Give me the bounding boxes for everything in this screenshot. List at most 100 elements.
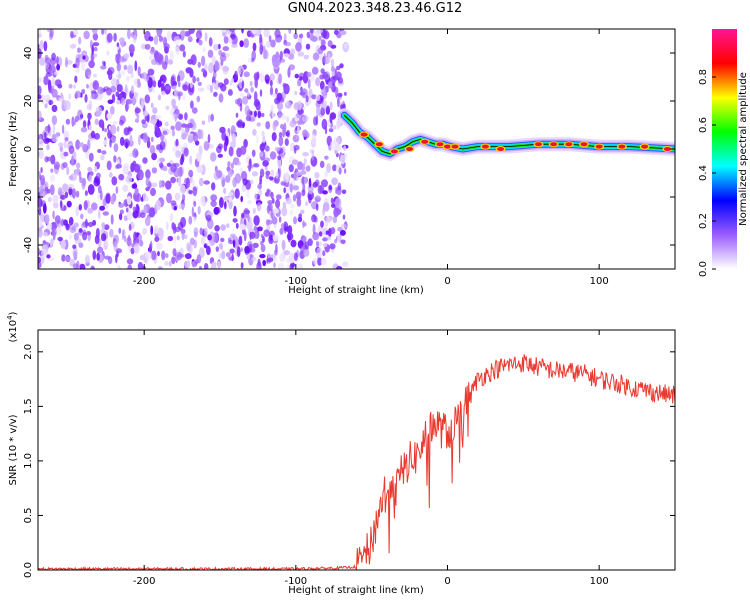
noise-speckle [262, 49, 267, 60]
noise-speckle [311, 66, 319, 75]
noise-speckle [252, 42, 257, 52]
noise-speckle [322, 99, 328, 109]
noise-speckle [160, 134, 165, 142]
noise-speckle [173, 206, 177, 211]
noise-speckle [170, 200, 177, 207]
noise-speckle [289, 183, 293, 193]
noise-speckle [101, 122, 105, 132]
noise-speckle [193, 200, 197, 207]
noise-speckle [322, 190, 328, 195]
noise-speckle [85, 231, 92, 236]
noise-speckle [103, 61, 106, 67]
noise-speckle [171, 129, 175, 137]
noise-speckle [177, 253, 185, 258]
noise-speckle [170, 75, 176, 87]
noise-speckle [300, 209, 305, 215]
noise-speckle [151, 167, 158, 174]
ridge-hotspot [481, 144, 489, 149]
noise-speckle [252, 128, 257, 136]
y-tick-label: -40 [23, 237, 34, 253]
noise-speckle [305, 95, 309, 103]
noise-speckle [306, 31, 311, 39]
y-tick-label: 2.0 [23, 344, 34, 360]
noise-speckle [270, 208, 274, 220]
noise-speckle [234, 98, 241, 105]
noise-speckle [278, 135, 284, 147]
noise-speckle [312, 52, 320, 61]
noise-speckle [197, 61, 201, 68]
noise-speckle [247, 214, 250, 222]
noise-speckle [113, 143, 119, 153]
noise-speckle [324, 171, 328, 178]
noise-speckle [169, 50, 174, 61]
noise-speckle [87, 221, 94, 228]
noise-speckle [164, 261, 169, 266]
noise-speckle [322, 237, 328, 242]
noise-speckle [38, 33, 42, 38]
noise-speckle [204, 263, 209, 269]
noise-speckle [127, 29, 131, 40]
noise-speckle [75, 190, 80, 198]
noise-speckle [167, 59, 174, 65]
noise-speckle [251, 171, 259, 177]
noise-speckle [311, 214, 317, 223]
noise-speckle [128, 152, 134, 157]
noise-speckle [250, 179, 254, 185]
noise-speckle [270, 169, 275, 178]
noise-speckle [270, 191, 274, 200]
noise-speckle [184, 253, 192, 260]
noise-speckle [52, 210, 55, 220]
noise-speckle [307, 78, 311, 89]
noise-speckle [231, 253, 234, 262]
noise-speckle [155, 199, 161, 211]
noise-speckle [123, 163, 130, 172]
noise-speckle [271, 132, 277, 142]
noise-speckle [237, 67, 242, 75]
noise-speckle [230, 233, 236, 239]
noise-speckle [106, 87, 112, 96]
ridge-hotspot [360, 132, 368, 137]
noise-speckle [97, 86, 104, 95]
noise-speckle [154, 114, 162, 120]
noise-speckle [115, 248, 123, 254]
snr-x-label: Height of straight line (km) [288, 585, 424, 596]
noise-speckle [126, 258, 134, 265]
noise-speckle [271, 216, 278, 225]
noise-speckle [303, 158, 307, 166]
noise-speckle [142, 157, 148, 164]
noise-speckle [337, 76, 344, 84]
noise-speckle [121, 229, 125, 241]
noise-speckle [339, 63, 344, 69]
snr-frame [37, 329, 676, 571]
noise-speckle [39, 57, 46, 66]
noise-speckle [177, 74, 181, 83]
noise-speckle [194, 259, 199, 265]
noise-speckle [51, 77, 56, 89]
noise-speckle [64, 255, 71, 262]
noise-speckle [293, 90, 298, 96]
noise-speckle [199, 227, 203, 235]
noise-speckle [320, 107, 326, 116]
noise-speckle [84, 254, 90, 264]
noise-speckle [90, 39, 93, 50]
noise-speckle [307, 238, 313, 247]
noise-speckle [187, 84, 194, 96]
noise-speckle [297, 263, 304, 269]
noise-speckle [259, 143, 265, 152]
noise-speckle [156, 120, 163, 127]
noise-speckle [162, 61, 168, 70]
noise-speckle [144, 43, 151, 50]
noise-speckle [191, 107, 198, 114]
noise-speckle [243, 138, 248, 148]
noise-speckle [162, 165, 168, 172]
noise-speckle [234, 188, 240, 199]
noise-speckle [118, 213, 123, 221]
noise-speckle [189, 155, 193, 165]
noise-speckle [247, 200, 252, 205]
noise-speckle [43, 75, 49, 86]
noise-speckle [82, 143, 89, 153]
noise-speckle [38, 94, 42, 100]
noise-speckle [246, 254, 251, 260]
noise-speckle [193, 239, 197, 249]
noise-speckle [40, 174, 45, 186]
